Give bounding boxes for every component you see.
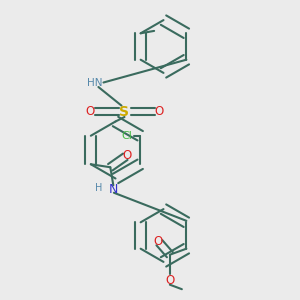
Text: O: O [154,105,164,118]
Text: O: O [122,149,131,162]
Text: HN: HN [87,77,102,88]
Text: H: H [94,183,102,193]
Text: O: O [153,235,163,248]
Text: S: S [119,105,130,118]
Text: N: N [109,183,119,196]
Text: O: O [85,105,94,118]
Text: O: O [165,274,175,287]
Text: Cl: Cl [121,131,132,141]
